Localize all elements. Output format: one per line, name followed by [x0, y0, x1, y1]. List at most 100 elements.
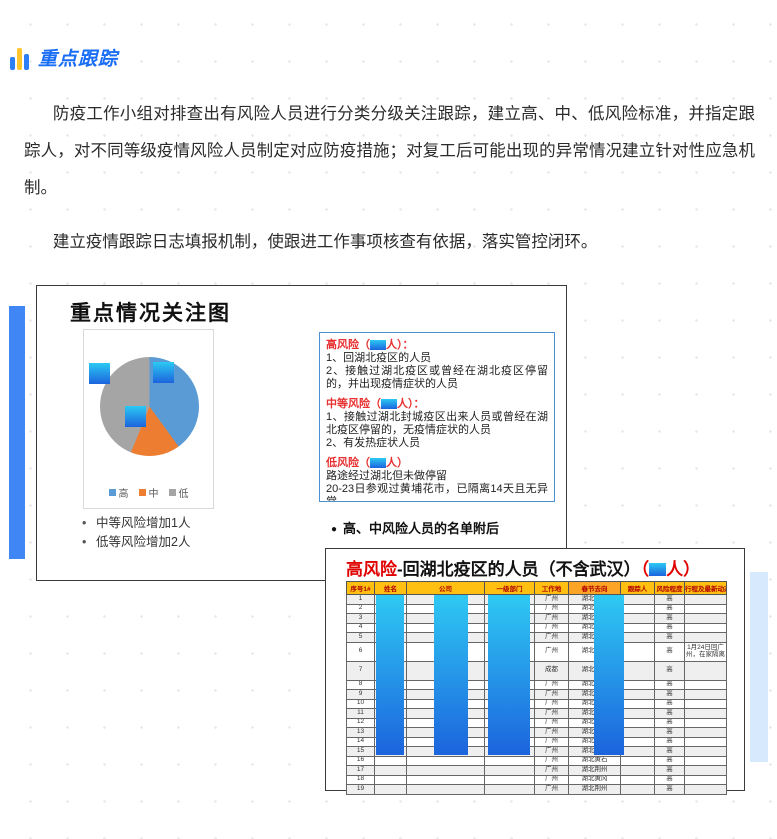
cell-itinerary-note	[684, 755, 727, 766]
cell-work-location: 广州	[534, 603, 569, 614]
cell-tracker-redacted	[620, 746, 655, 757]
cell-index: 12	[346, 717, 375, 728]
cell-tracker-redacted	[620, 784, 655, 795]
cell-tracker-redacted	[620, 765, 655, 776]
cell-index: 19	[346, 784, 375, 795]
column-header: 公司	[406, 581, 485, 595]
legend-swatch-mid-icon	[138, 489, 146, 496]
cell-work-location: 成都	[534, 660, 569, 681]
cell-index: 18	[346, 774, 375, 785]
cell-tracker-redacted	[620, 613, 655, 624]
redaction-block	[89, 363, 110, 384]
cell-risk-level: 高	[654, 727, 685, 738]
redaction-block	[153, 362, 174, 383]
cell-risk-level: 高	[654, 594, 685, 605]
cell-itinerary-note	[684, 679, 727, 690]
legend-item-mid: 中	[138, 485, 159, 500]
cell-company-redacted	[406, 755, 485, 766]
cell-destination: 湖北黄冈	[568, 774, 621, 785]
cell-work-location: 广州	[534, 632, 569, 643]
cell-risk-level: 高	[654, 641, 685, 662]
legend-label: 低	[178, 489, 189, 500]
risk-pie-chart	[100, 357, 199, 456]
cell-itinerary-note	[684, 784, 727, 795]
cell-risk-level: 高	[654, 603, 685, 614]
cell-destination: 湖北荆州	[568, 765, 621, 776]
cell-destination: 湖北荆州	[568, 784, 621, 795]
cell-tracker-redacted	[620, 679, 655, 690]
cell-tracker-redacted	[620, 622, 655, 633]
cell-itinerary-note	[684, 622, 727, 633]
table-row: 17 广州 湖北荆州 高	[346, 765, 727, 776]
focus-figure-box: 重点情况关注图 高 中 低 中等风险	[36, 285, 567, 581]
redaction-column-company	[434, 595, 468, 755]
cell-name-redacted	[374, 774, 407, 785]
cell-itinerary-note: 1月24日回广州，在家隔离	[684, 641, 727, 662]
cell-itinerary-note	[684, 708, 727, 719]
cell-itinerary-note	[684, 717, 727, 728]
cell-risk-level: 高	[654, 660, 685, 681]
risk-line: 20-23日参观过黄埔花市，已隔离14天且无异常	[326, 483, 548, 502]
cell-name-redacted	[374, 765, 407, 776]
cell-risk-level: 高	[654, 784, 685, 795]
section-header: 重点跟踪	[10, 44, 118, 71]
cell-work-location: 广州	[534, 594, 569, 605]
cell-work-location: 广州	[534, 727, 569, 738]
high-risk-table-box: 高风险-回湖北疫区的人员（不含武汉）（ 人） 序号1# 姓名 公司 一级部门 工作地 春节去…	[325, 548, 745, 795]
redaction-column-dept	[488, 595, 530, 755]
column-header: 姓名	[374, 581, 407, 595]
paragraph-log-mechanism: 建立疫情跟踪日志填报机制，使跟进工作事项核查有依据，落实管控闭环。	[52, 233, 598, 251]
cell-risk-level: 高	[654, 698, 685, 709]
cell-itinerary-note	[684, 765, 727, 776]
pie-legend: 高 中 低	[84, 485, 213, 500]
cell-risk-level: 高	[654, 632, 685, 643]
cell-dept-redacted	[484, 765, 535, 776]
figure-bullet-list: 中等风险增加1人 低等风险增加2人	[80, 514, 190, 552]
cell-risk-level: 高	[654, 613, 685, 624]
cell-work-location: 广州	[534, 736, 569, 747]
cell-work-location: 广州	[534, 755, 569, 766]
redaction-block	[370, 340, 386, 351]
risk-section-heading: 低风险（ 人）	[326, 457, 408, 469]
right-accent-bar	[750, 572, 768, 762]
cell-index: 13	[346, 727, 375, 738]
bullet-mid-risk: 中等风险增加1人	[80, 514, 190, 533]
redaction-block	[370, 458, 386, 469]
cell-dept-redacted	[484, 774, 535, 785]
cell-tracker-redacted	[620, 736, 655, 747]
cell-itinerary-note	[684, 689, 727, 700]
cell-index: 8	[346, 679, 375, 690]
cell-itinerary-note	[684, 698, 727, 709]
cell-tracker-redacted	[620, 660, 655, 681]
risk-section-low: 低风险（ 人） 路途经过湖北但未做停留 20-23日参观过黄埔花市，已隔离14天且…	[326, 457, 548, 502]
cell-risk-level: 高	[654, 774, 685, 785]
cell-risk-level: 高	[654, 736, 685, 747]
cell-index: 7	[346, 660, 375, 681]
cell-itinerary-note	[684, 774, 727, 785]
bullet-low-risk: 低等风险增加2人	[80, 533, 190, 552]
cell-tracker-redacted	[620, 603, 655, 614]
bullet-icon: ●	[331, 524, 338, 535]
risk-line: 1、回湖北疫区的人员	[326, 352, 432, 364]
cell-tracker-redacted	[620, 689, 655, 700]
cell-itinerary-note	[684, 736, 727, 747]
cell-risk-level: 高	[654, 708, 685, 719]
cell-company-redacted	[406, 774, 485, 785]
redaction-block	[125, 406, 146, 427]
section-title: 重点跟踪	[38, 49, 119, 70]
cell-tracker-redacted	[620, 594, 655, 605]
risk-line: 2、接触过湖北疫区或曾经在湖北疫区停留的，并出现疫情症状的人员	[326, 365, 548, 390]
redaction-column-tracker	[594, 595, 624, 755]
cell-itinerary-note	[684, 632, 727, 643]
cell-itinerary-note	[684, 727, 727, 738]
cell-company-redacted	[406, 765, 485, 776]
cell-itinerary-note	[684, 613, 727, 624]
column-header: 行程及最新动态	[684, 581, 727, 595]
paragraph-risk-classification: 防疫工作小组对排查出有风险人员进行分类分级关注跟踪，建立高、中、低风险标准，并指…	[24, 105, 755, 197]
cell-index: 2	[346, 603, 375, 614]
cell-index: 4	[346, 622, 375, 633]
column-header: 跟踪人	[620, 581, 655, 595]
legend-label: 高	[118, 489, 129, 500]
cell-work-location: 广州	[534, 698, 569, 709]
risk-section-mid: 中等风险（ 人）： 1、接触过湖北封城疫区出来人员或曾经在湖北疫区停留的，无疫情症…	[326, 398, 548, 450]
